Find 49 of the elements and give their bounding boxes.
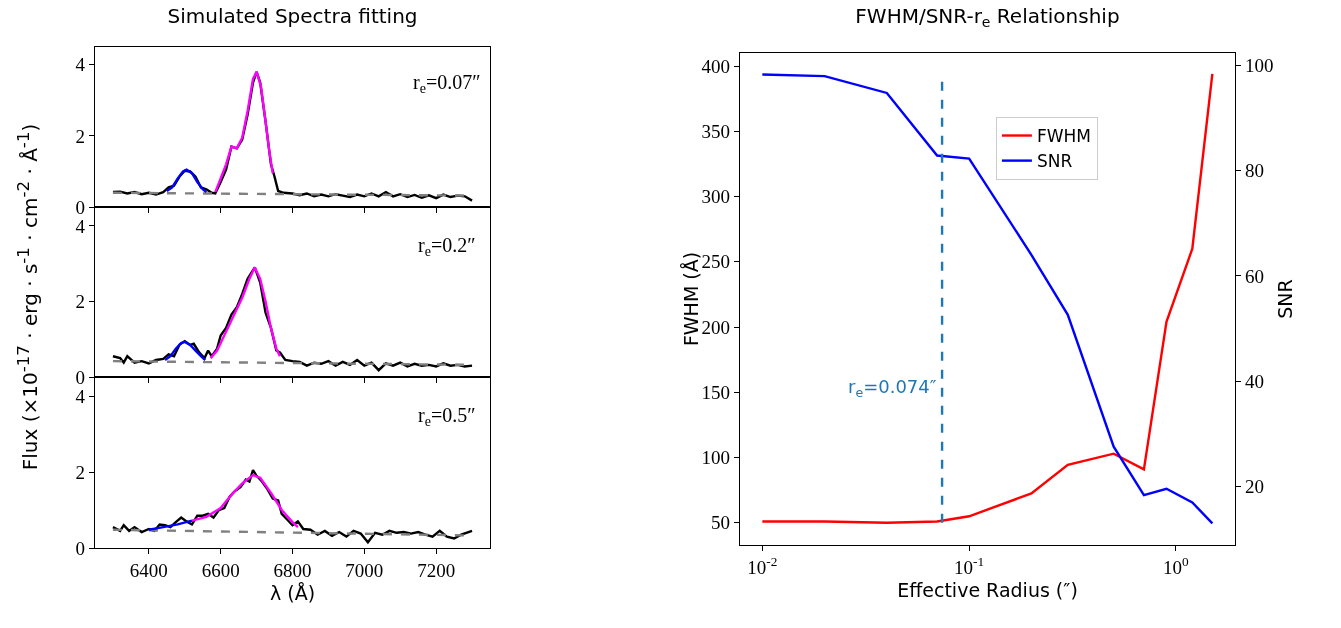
y-tick-label: 4 bbox=[75, 215, 86, 237]
legend-label: SNR bbox=[1036, 151, 1073, 172]
y2-tick-label: 60 bbox=[1244, 265, 1264, 287]
y2-tick-label: 20 bbox=[1244, 475, 1264, 497]
x-axis-title: Effective Radius (″) bbox=[897, 578, 1078, 601]
y-axis-title: FWHM (Å) bbox=[680, 251, 702, 347]
annotation: r$_{e}$=0.2″ bbox=[418, 234, 476, 260]
x-tick-label: 10$^{-1}$ bbox=[954, 553, 985, 578]
y-tick-label: 0 bbox=[75, 196, 86, 218]
line-series bbox=[209, 266, 282, 360]
annotation: r$_{e}$=0.07″ bbox=[413, 71, 481, 97]
x-tick-label: 6800 bbox=[273, 559, 312, 581]
x-tick-label: 10$^{-2}$ bbox=[747, 553, 778, 578]
line-series bbox=[163, 340, 207, 362]
ref-line-label: r$_{e}$=0.074″ bbox=[848, 376, 937, 400]
y2-tick-label: 80 bbox=[1244, 160, 1264, 182]
y-tick-label: 2 bbox=[75, 125, 86, 147]
y-tick-label: 2 bbox=[75, 291, 86, 313]
chart-title: FWHM/SNR-r$_{e}$ Relationship bbox=[855, 4, 1120, 31]
y-tick-label: 2 bbox=[75, 461, 86, 483]
y-tick-label: 0 bbox=[75, 537, 86, 559]
x-tick-label: 6400 bbox=[129, 559, 168, 581]
line-series bbox=[111, 468, 474, 544]
chart-title: Simulated Spectra fitting bbox=[167, 4, 418, 28]
x-tick-label: 7200 bbox=[417, 559, 456, 581]
y-tick-label: 4 bbox=[75, 54, 86, 76]
y-tick-label: 4 bbox=[75, 385, 86, 407]
y-tick-label: 250 bbox=[701, 251, 731, 273]
y-tick-label: 200 bbox=[701, 316, 731, 338]
x-tick-label: 10$^{0}$ bbox=[1163, 553, 1190, 578]
legend-label: FWHM bbox=[1036, 126, 1091, 147]
line-series bbox=[190, 473, 300, 529]
y-tick-label: 400 bbox=[701, 55, 731, 77]
line-series bbox=[165, 168, 208, 194]
x-axis-title: λ (Å) bbox=[269, 581, 316, 604]
y-tick-label: 50 bbox=[711, 512, 731, 534]
annotation: r$_{e}$=0.5″ bbox=[418, 404, 476, 430]
line-series bbox=[147, 519, 194, 531]
x-tick-label: 7000 bbox=[345, 559, 384, 581]
y2-tick-label: 40 bbox=[1244, 370, 1264, 392]
y-tick-label: 350 bbox=[701, 120, 731, 142]
x-tick-label: 6600 bbox=[201, 559, 240, 581]
y-tick-label: 300 bbox=[701, 186, 731, 208]
line-series bbox=[214, 70, 274, 194]
y2-tick-label: 100 bbox=[1244, 55, 1274, 77]
y-tick-label: 100 bbox=[701, 447, 731, 469]
y-tick-label: 150 bbox=[701, 381, 731, 403]
y-tick-label: 0 bbox=[75, 366, 86, 388]
y2-axis-title: SNR bbox=[1274, 279, 1297, 319]
